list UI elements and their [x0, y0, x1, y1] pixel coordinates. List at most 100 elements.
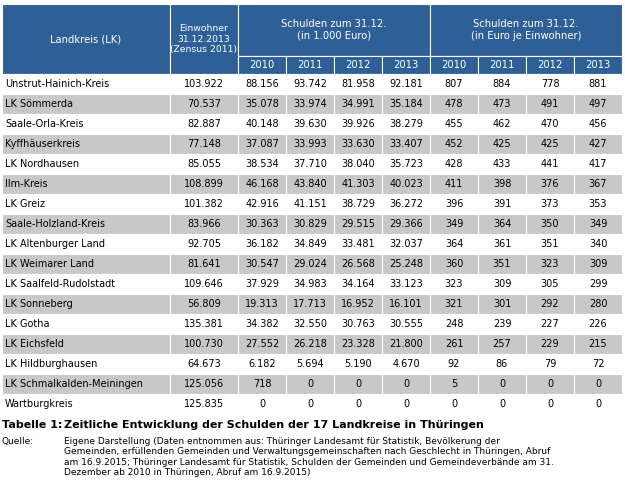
Text: 81.641: 81.641 [188, 259, 221, 269]
Bar [574, 94, 622, 114]
Text: LK Altenburger Land: LK Altenburger Land [5, 239, 105, 249]
Bar [430, 394, 478, 414]
Text: 0: 0 [499, 379, 505, 389]
Bar [2, 94, 170, 114]
Text: 38.534: 38.534 [245, 159, 279, 169]
Text: 261: 261 [445, 339, 463, 349]
Text: 364: 364 [445, 239, 463, 249]
Text: 34.983: 34.983 [293, 279, 327, 289]
Text: 92.705: 92.705 [187, 239, 221, 249]
Bar [286, 74, 334, 94]
Bar [170, 234, 238, 254]
Text: 38.040: 38.040 [341, 159, 375, 169]
Text: 38.729: 38.729 [341, 199, 375, 209]
Text: 35.723: 35.723 [389, 159, 423, 169]
Text: 301: 301 [493, 299, 511, 309]
Text: 349: 349 [445, 219, 463, 229]
Bar [238, 354, 286, 374]
Bar [574, 214, 622, 234]
Bar [334, 234, 382, 254]
Bar [286, 56, 334, 74]
Text: 778: 778 [541, 79, 559, 89]
Text: 33.630: 33.630 [341, 139, 375, 149]
Bar [334, 294, 382, 314]
Bar [382, 274, 430, 294]
Bar [574, 294, 622, 314]
Text: 29.024: 29.024 [293, 259, 327, 269]
Bar [238, 194, 286, 214]
Text: 425: 425 [492, 139, 511, 149]
Bar [286, 154, 334, 174]
Bar [430, 214, 478, 234]
Bar [170, 254, 238, 274]
Text: 41.151: 41.151 [293, 199, 327, 209]
Text: 79: 79 [544, 359, 556, 369]
Text: 227: 227 [541, 319, 559, 329]
Text: 0: 0 [595, 379, 601, 389]
Bar [478, 374, 526, 394]
Text: 376: 376 [541, 179, 559, 189]
Bar [286, 374, 334, 394]
Bar [478, 56, 526, 74]
Bar [526, 294, 574, 314]
Bar [334, 56, 382, 74]
Bar [478, 394, 526, 414]
Bar [430, 234, 478, 254]
Text: 30.363: 30.363 [245, 219, 279, 229]
Bar [574, 194, 622, 214]
Bar [238, 134, 286, 154]
Text: LK Saalfeld-Rudolstadt: LK Saalfeld-Rudolstadt [5, 279, 115, 289]
Text: 40.023: 40.023 [389, 179, 423, 189]
Bar [574, 254, 622, 274]
Bar [334, 194, 382, 214]
Text: 38.279: 38.279 [389, 119, 423, 129]
Bar [286, 94, 334, 114]
Text: 884: 884 [493, 79, 511, 89]
Bar [2, 134, 170, 154]
Bar [382, 334, 430, 354]
Bar [382, 374, 430, 394]
Text: 27.552: 27.552 [245, 339, 279, 349]
Bar [382, 114, 430, 134]
Text: 26.568: 26.568 [341, 259, 375, 269]
Bar [334, 334, 382, 354]
Text: LK Sonneberg: LK Sonneberg [5, 299, 73, 309]
Bar [430, 354, 478, 374]
Text: 428: 428 [445, 159, 463, 169]
Text: Saale-Orla-Kreis: Saale-Orla-Kreis [5, 119, 84, 129]
Bar [238, 234, 286, 254]
Text: 391: 391 [493, 199, 511, 209]
Bar [334, 214, 382, 234]
Bar [478, 174, 526, 194]
Text: 361: 361 [493, 239, 511, 249]
Text: 452: 452 [445, 139, 463, 149]
Text: 2013: 2013 [586, 60, 611, 70]
Text: 0: 0 [307, 379, 313, 389]
Bar [526, 154, 574, 174]
Text: 473: 473 [492, 99, 511, 109]
Bar [238, 154, 286, 174]
Text: 305: 305 [541, 279, 559, 289]
Text: 35.078: 35.078 [245, 99, 279, 109]
Bar [334, 154, 382, 174]
Text: 2013: 2013 [393, 60, 419, 70]
Text: 0: 0 [259, 399, 265, 409]
Text: 29.366: 29.366 [389, 219, 423, 229]
Text: 16.952: 16.952 [341, 299, 375, 309]
Bar [478, 214, 526, 234]
Bar [478, 314, 526, 334]
Text: Wartburgkreis: Wartburgkreis [5, 399, 74, 409]
Bar [2, 114, 170, 134]
Text: 26.218: 26.218 [293, 339, 327, 349]
Bar [526, 254, 574, 274]
Text: 33.974: 33.974 [293, 99, 327, 109]
Text: 349: 349 [589, 219, 608, 229]
Bar [430, 74, 478, 94]
Text: 37.929: 37.929 [245, 279, 279, 289]
Bar [430, 194, 478, 214]
Bar [170, 374, 238, 394]
Text: 135.381: 135.381 [184, 319, 224, 329]
Bar [238, 4, 430, 56]
Text: 280: 280 [589, 299, 608, 309]
Bar [574, 174, 622, 194]
